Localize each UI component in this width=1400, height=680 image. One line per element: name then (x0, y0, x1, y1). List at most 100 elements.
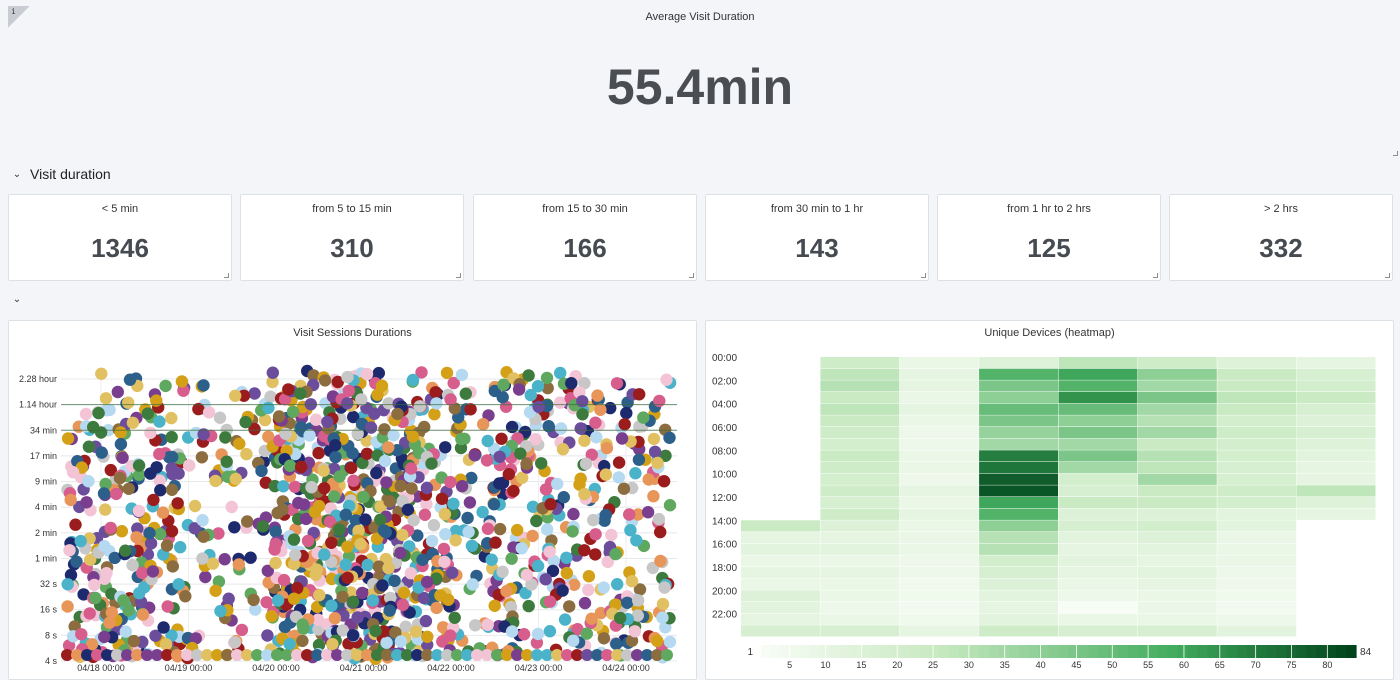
heatmap-cell[interactable] (1137, 555, 1217, 567)
heatmap-cell[interactable] (979, 590, 1058, 602)
heatmap-cell[interactable] (899, 357, 979, 369)
heatmap-cell[interactable] (899, 462, 979, 474)
heatmap-cell[interactable] (1217, 602, 1297, 614)
heatmap-cell[interactable] (899, 520, 979, 532)
heatmap-cell[interactable] (1137, 427, 1217, 439)
heatmap-cell[interactable] (899, 403, 979, 415)
heatmap-cell[interactable] (1217, 567, 1297, 579)
heatmap-cell[interactable] (741, 590, 820, 602)
heatmap-cell[interactable] (741, 520, 820, 532)
heatmap-cell[interactable] (1137, 380, 1217, 392)
row-header-visit-duration[interactable]: ⌄ Visit duration (12, 166, 111, 182)
heatmap-cell[interactable] (1137, 462, 1217, 474)
heatmap-cell[interactable] (979, 578, 1058, 590)
heatmap-cell[interactable] (1058, 578, 1138, 590)
heatmap-cell[interactable] (979, 380, 1058, 392)
heatmap-cell[interactable] (1137, 543, 1217, 555)
resize-handle-icon[interactable] (689, 273, 694, 278)
heatmap-cell[interactable] (1058, 590, 1138, 602)
heatmap-cell[interactable] (1217, 438, 1297, 450)
heatmap-cell[interactable] (1217, 613, 1297, 625)
heatmap-cell[interactable] (979, 473, 1058, 485)
heatmap-cell[interactable] (1058, 497, 1138, 509)
heatmap-cell[interactable] (899, 438, 979, 450)
heatmap-cell[interactable] (820, 567, 900, 579)
heatmap-cell[interactable] (1137, 368, 1217, 380)
heatmap-cell[interactable] (1058, 392, 1138, 404)
resize-handle-icon[interactable] (1393, 151, 1398, 156)
heatmap-cell[interactable] (1058, 613, 1138, 625)
heatmap-cell[interactable] (820, 578, 900, 590)
heatmap-cell[interactable] (979, 485, 1058, 497)
heatmap-cell[interactable] (1217, 485, 1297, 497)
heatmap-cell[interactable] (899, 473, 979, 485)
heatmap-cell[interactable] (1058, 532, 1138, 544)
heatmap-cell[interactable] (899, 578, 979, 590)
heatmap-cell[interactable] (899, 532, 979, 544)
heatmap-cell[interactable] (899, 613, 979, 625)
heatmap-cell[interactable] (1137, 520, 1217, 532)
heatmap-cell[interactable] (979, 392, 1058, 404)
resize-handle-icon[interactable] (921, 273, 926, 278)
heatmap-cell[interactable] (1296, 438, 1376, 450)
heatmap-cell[interactable] (1217, 427, 1297, 439)
stat-label[interactable]: from 5 to 15 min (312, 203, 392, 215)
heatmap-cell[interactable] (1296, 427, 1376, 439)
heatmap-cell[interactable] (899, 380, 979, 392)
heatmap-cell[interactable] (1137, 415, 1217, 427)
heatmap-cell[interactable] (820, 520, 900, 532)
heatmap-cell[interactable] (820, 485, 900, 497)
heatmap-cell[interactable] (1058, 508, 1138, 520)
heatmap-cell[interactable] (1137, 508, 1217, 520)
heatmap-cell[interactable] (820, 532, 900, 544)
heatmap-cell[interactable] (1058, 368, 1138, 380)
panel-title[interactable]: Average Visit Duration (645, 11, 755, 23)
heatmap-cell[interactable] (820, 427, 900, 439)
panel-title[interactable]: Visit Sessions Durations (293, 327, 412, 339)
heatmap-cell[interactable] (1137, 485, 1217, 497)
heatmap-cell[interactable] (1296, 368, 1376, 380)
heatmap-cell[interactable] (1058, 438, 1138, 450)
heatmap-cell[interactable] (1296, 403, 1376, 415)
heatmap-cell[interactable] (1137, 473, 1217, 485)
heatmap-cell[interactable] (1217, 590, 1297, 602)
heatmap-cell[interactable] (979, 462, 1058, 474)
heatmap-cell[interactable] (1058, 380, 1138, 392)
heatmap-cell[interactable] (820, 508, 900, 520)
heatmap-cell[interactable] (1296, 508, 1376, 520)
heatmap-cell[interactable] (899, 555, 979, 567)
heatmap-cell[interactable] (1217, 368, 1297, 380)
stat-label[interactable]: from 1 hr to 2 hrs (1007, 203, 1091, 215)
heatmap-cell[interactable] (899, 368, 979, 380)
heatmap-cell[interactable] (820, 403, 900, 415)
heatmap-cell[interactable] (1058, 602, 1138, 614)
resize-handle-icon[interactable] (1153, 273, 1158, 278)
heatmap-cell[interactable] (1217, 403, 1297, 415)
heatmap-cell[interactable] (899, 450, 979, 462)
heatmap-cell[interactable] (1137, 450, 1217, 462)
heatmap-cell[interactable] (899, 567, 979, 579)
heatmap-cell[interactable] (820, 450, 900, 462)
heatmap-cell[interactable] (979, 368, 1058, 380)
heatmap-cell[interactable] (1296, 380, 1376, 392)
heatmap-cell[interactable] (741, 602, 820, 614)
heatmap-cell[interactable] (820, 602, 900, 614)
heatmap-cell[interactable] (899, 508, 979, 520)
resize-handle-icon[interactable] (456, 273, 461, 278)
heatmap-cell[interactable] (820, 415, 900, 427)
heatmap-cell[interactable] (1137, 590, 1217, 602)
heatmap-cell[interactable] (1217, 357, 1297, 369)
heatmap-cell[interactable] (1058, 462, 1138, 474)
heatmap-cell[interactable] (979, 357, 1058, 369)
heatmap-cell[interactable] (820, 625, 900, 637)
resize-handle-icon[interactable] (224, 273, 229, 278)
heatmap-cell[interactable] (820, 380, 900, 392)
heatmap-cell[interactable] (1058, 415, 1138, 427)
heatmap-cell[interactable] (899, 625, 979, 637)
heatmap-cell[interactable] (1296, 497, 1376, 509)
heatmap-cell[interactable] (1058, 567, 1138, 579)
heatmap-cell[interactable] (1058, 555, 1138, 567)
heatmap-cell[interactable] (899, 415, 979, 427)
heatmap-cell[interactable] (1058, 473, 1138, 485)
heatmap-cell[interactable] (1058, 520, 1138, 532)
